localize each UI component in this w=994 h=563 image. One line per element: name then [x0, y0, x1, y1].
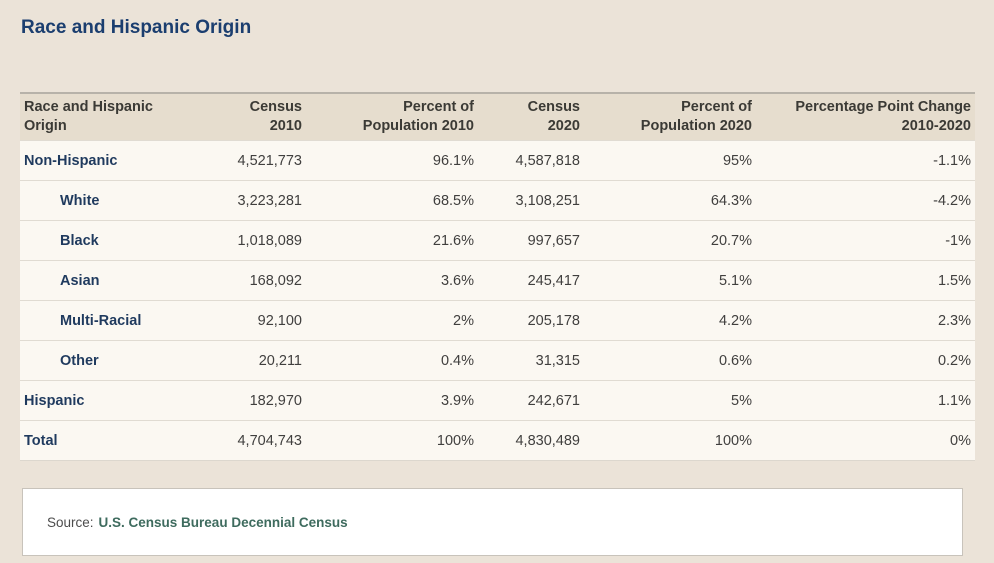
cell-ppt-change: -1% [945, 232, 971, 249]
cell-pct-2020: 0.6% [718, 352, 752, 369]
cell-census-2020: 997,657 [527, 232, 580, 249]
row-label: White [60, 192, 100, 209]
cell-census-2020: 245,417 [527, 272, 580, 289]
cell-census-2020: 205,178 [527, 312, 580, 329]
cell-ppt-change: 1.1% [937, 392, 971, 409]
cell-ppt-change: 1.5% [937, 272, 971, 289]
cell-pct-2010: 96.1% [432, 152, 474, 169]
cell-ppt-change: 2.3% [937, 312, 971, 329]
cell-census-2020: 242,671 [527, 392, 580, 409]
source-prefix-label: Source: [47, 514, 94, 530]
cell-census-2010: 1,018,089 [237, 232, 302, 249]
cell-ppt-change: -1.1% [933, 152, 971, 169]
table-row-asian: Asian 168,092 3.6% 245,417 5.1% 1.5% [20, 260, 975, 301]
col-header-race-origin: Race and Hispanic Origin [24, 99, 153, 135]
col-header-ppt-change: Percentage Point Change 2010-2020 [795, 99, 971, 135]
cell-census-2010: 92,100 [257, 312, 302, 329]
col-header-census-2010: Census 2010 [249, 99, 302, 135]
cell-pct-2020: 64.3% [710, 192, 752, 209]
cell-pct-2010: 3.9% [440, 392, 474, 409]
table-row-black: Black 1,018,089 21.6% 997,657 20.7% -1% [20, 220, 975, 261]
cell-pct-2010: 68.5% [432, 192, 474, 209]
cell-pct-2010: 21.6% [432, 232, 474, 249]
cell-census-2010: 4,521,773 [237, 152, 302, 169]
table-row-multi-racial: Multi-Racial 92,100 2% 205,178 4.2% 2.3% [20, 300, 975, 341]
cell-pct-2010: 0.4% [440, 352, 474, 369]
row-label: Non-Hispanic [24, 152, 118, 169]
cell-census-2010: 182,970 [249, 392, 302, 409]
cell-pct-2020: 4.2% [718, 312, 752, 329]
cell-census-2020: 4,587,818 [515, 152, 580, 169]
cell-census-2010: 3,223,281 [237, 192, 302, 209]
cell-census-2020: 31,315 [535, 352, 580, 369]
source-box: Source: U.S. Census Bureau Decennial Cen… [22, 488, 963, 557]
table-row-hispanic: Hispanic 182,970 3.9% 242,671 5% 1.1% [20, 380, 975, 421]
cell-pct-2020: 5% [731, 392, 752, 409]
table-header-row: Race and Hispanic Origin Census 2010 Per… [20, 93, 975, 141]
cell-census-2020: 3,108,251 [515, 192, 580, 209]
source-link[interactable]: U.S. Census Bureau Decennial Census [98, 514, 348, 530]
row-label: Multi-Racial [60, 312, 142, 329]
cell-census-2010: 168,092 [249, 272, 302, 289]
table-row-other: Other 20,211 0.4% 31,315 0.6% 0.2% [20, 340, 975, 381]
cell-census-2010: 4,704,743 [237, 432, 302, 449]
cell-pct-2020: 5.1% [718, 272, 752, 289]
table-row-total: Total 4,704,743 100% 4,830,489 100% 0% [20, 420, 975, 461]
cell-pct-2010: 3.6% [440, 272, 474, 289]
cell-ppt-change: 0% [950, 432, 971, 449]
race-hispanic-origin-table: Race and Hispanic Origin Census 2010 Per… [20, 92, 975, 462]
table-row-non-hispanic: Non-Hispanic 4,521,773 96.1% 4,587,818 9… [20, 140, 975, 181]
cell-census-2010: 20,211 [258, 352, 302, 369]
row-label: Black [60, 232, 99, 249]
row-label: Asian [60, 272, 100, 289]
row-label: Total [24, 432, 58, 449]
page: Race and Hispanic Origin Race and Hispan… [0, 17, 994, 563]
col-header-pct-2010: Percent of Population 2010 [362, 99, 474, 135]
cell-pct-2020: 100% [714, 432, 752, 449]
cell-pct-2010: 2% [453, 312, 474, 329]
table-row-white: White 3,223,281 68.5% 3,108,251 64.3% -4… [20, 180, 975, 221]
cell-census-2020: 4,830,489 [515, 432, 580, 449]
cell-ppt-change: -4.2% [933, 192, 971, 209]
page-title: Race and Hispanic Origin [21, 17, 252, 38]
cell-pct-2020: 20.7% [710, 232, 752, 249]
row-label: Other [60, 352, 99, 369]
cell-pct-2020: 95% [722, 152, 752, 169]
col-header-pct-2020: Percent of Population 2020 [640, 99, 752, 135]
cell-pct-2010: 100% [436, 432, 474, 449]
col-header-census-2020: Census 2020 [527, 99, 580, 135]
cell-ppt-change: 0.2% [937, 352, 971, 369]
row-label: Hispanic [24, 392, 85, 409]
